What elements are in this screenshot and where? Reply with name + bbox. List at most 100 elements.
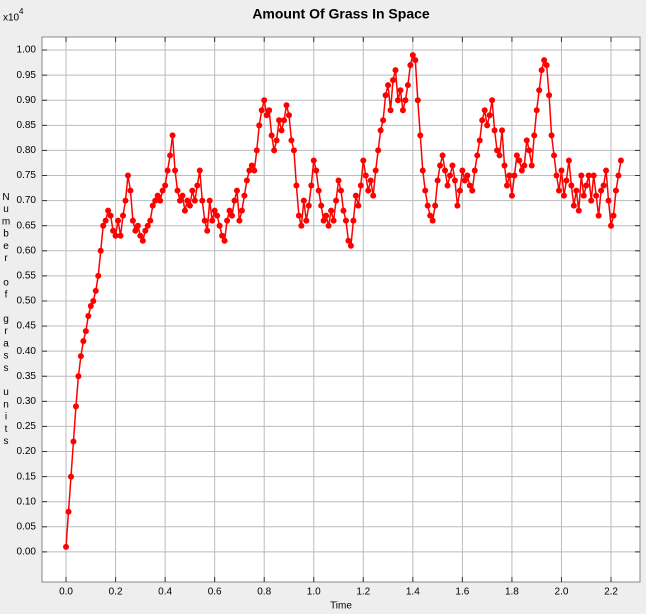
data-point xyxy=(290,147,297,154)
data-point xyxy=(603,167,610,174)
data-point xyxy=(590,172,597,179)
data-point xyxy=(221,237,228,244)
data-point xyxy=(593,192,600,199)
data-point xyxy=(82,328,89,335)
data-point xyxy=(573,187,580,194)
data-point xyxy=(385,82,392,89)
data-point xyxy=(499,127,506,134)
data-point xyxy=(162,182,169,189)
data-point xyxy=(179,192,186,199)
data-point xyxy=(70,438,77,445)
data-point xyxy=(608,222,615,229)
chart-title: Amount Of Grass In Space xyxy=(252,6,430,22)
data-point xyxy=(600,182,607,189)
data-point xyxy=(375,147,382,154)
x-tick-label: 0.8 xyxy=(257,587,271,598)
data-point xyxy=(444,182,451,189)
data-point xyxy=(427,212,434,219)
data-point xyxy=(459,167,466,174)
data-point xyxy=(199,197,206,204)
data-point xyxy=(598,187,605,194)
data-point xyxy=(276,117,283,124)
data-point xyxy=(201,217,208,224)
data-point xyxy=(454,202,461,209)
data-point xyxy=(266,107,273,114)
data-point xyxy=(169,132,176,139)
data-point xyxy=(278,127,285,134)
data-point xyxy=(77,353,84,360)
data-point xyxy=(209,217,216,224)
data-point xyxy=(370,192,377,199)
data-point xyxy=(560,192,567,199)
data-point xyxy=(372,167,379,174)
data-point xyxy=(117,232,124,239)
data-point xyxy=(456,187,463,194)
data-point xyxy=(124,172,131,179)
data-point xyxy=(595,212,602,219)
data-point xyxy=(137,232,144,239)
data-point xyxy=(132,227,139,234)
data-point xyxy=(367,177,374,184)
data-point xyxy=(419,167,426,174)
data-point xyxy=(484,122,491,129)
data-point xyxy=(216,222,223,229)
y-tick-label: 0.85 xyxy=(17,120,37,131)
data-point xyxy=(469,187,476,194)
data-point xyxy=(565,157,572,164)
data-point xyxy=(271,147,278,154)
data-point xyxy=(357,182,364,189)
data-point xyxy=(139,237,146,244)
y-tick-label: 0.30 xyxy=(17,396,37,407)
data-point xyxy=(558,167,565,174)
data-point xyxy=(387,107,394,114)
data-point xyxy=(285,112,292,119)
data-point xyxy=(112,232,119,239)
data-point xyxy=(390,77,397,84)
data-point xyxy=(333,197,340,204)
data-point xyxy=(186,202,193,209)
data-point xyxy=(583,182,590,189)
y-multiplier-exponent: 4 xyxy=(19,7,24,16)
data-point xyxy=(409,52,416,59)
data-point xyxy=(365,187,372,194)
data-point xyxy=(432,202,439,209)
data-point xyxy=(615,172,622,179)
y-tick-label: 0.10 xyxy=(17,496,37,507)
data-point xyxy=(293,182,300,189)
data-point xyxy=(142,227,149,234)
data-point xyxy=(315,187,322,194)
data-point xyxy=(102,217,109,224)
y-tick-label: 0.95 xyxy=(17,70,37,81)
data-point xyxy=(437,162,444,169)
y-tick-label: 0.50 xyxy=(17,296,37,307)
data-point xyxy=(392,67,399,74)
data-point xyxy=(402,97,409,104)
data-point xyxy=(303,217,310,224)
data-point xyxy=(298,222,305,229)
y-tick-label: 0.70 xyxy=(17,195,37,206)
y-tick-label: 0.65 xyxy=(17,220,37,231)
data-point xyxy=(546,92,553,99)
data-point xyxy=(340,207,347,214)
data-point xyxy=(555,187,562,194)
x-tick-label: 0.6 xyxy=(208,587,222,598)
x-tick-label: 1.4 xyxy=(406,587,420,598)
data-point xyxy=(308,182,315,189)
data-point xyxy=(508,192,515,199)
data-point xyxy=(300,197,307,204)
data-point xyxy=(377,127,384,134)
data-point xyxy=(422,187,429,194)
data-point xyxy=(328,207,335,214)
x-tick-label: 1.6 xyxy=(455,587,469,598)
data-point xyxy=(568,182,575,189)
data-point xyxy=(85,313,92,320)
data-point xyxy=(92,287,99,294)
data-point xyxy=(570,202,577,209)
data-point xyxy=(464,172,471,179)
data-point xyxy=(295,212,302,219)
x-tick-label: 0.4 xyxy=(158,587,172,598)
data-point xyxy=(189,187,196,194)
data-point xyxy=(617,157,624,164)
data-point xyxy=(90,297,97,304)
